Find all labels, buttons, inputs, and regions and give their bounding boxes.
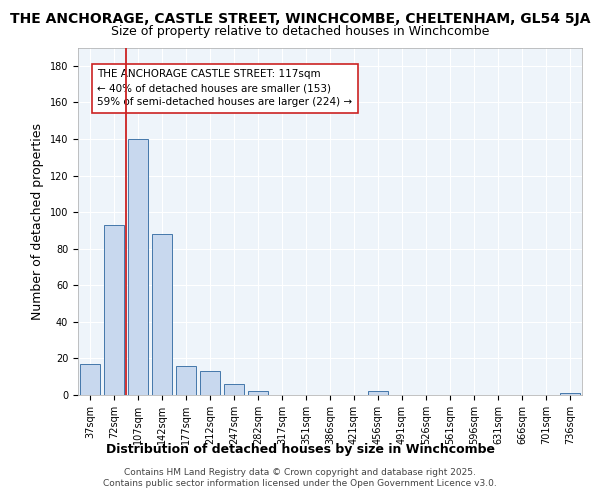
Text: THE ANCHORAGE CASTLE STREET: 117sqm
← 40% of detached houses are smaller (153)
5: THE ANCHORAGE CASTLE STREET: 117sqm ← 40… <box>97 70 352 108</box>
Text: Size of property relative to detached houses in Winchcombe: Size of property relative to detached ho… <box>111 25 489 38</box>
Text: THE ANCHORAGE, CASTLE STREET, WINCHCOMBE, CHELTENHAM, GL54 5JA: THE ANCHORAGE, CASTLE STREET, WINCHCOMBE… <box>10 12 590 26</box>
Bar <box>200 371 220 395</box>
Bar <box>80 364 100 395</box>
Bar <box>560 393 580 395</box>
Bar <box>104 225 124 395</box>
Bar <box>128 139 148 395</box>
Bar <box>176 366 196 395</box>
Bar <box>224 384 244 395</box>
Bar <box>248 392 268 395</box>
Bar <box>368 392 388 395</box>
Y-axis label: Number of detached properties: Number of detached properties <box>31 122 44 320</box>
Text: Contains HM Land Registry data © Crown copyright and database right 2025.
Contai: Contains HM Land Registry data © Crown c… <box>103 468 497 487</box>
Text: Distribution of detached houses by size in Winchcombe: Distribution of detached houses by size … <box>106 442 494 456</box>
Bar <box>152 234 172 395</box>
